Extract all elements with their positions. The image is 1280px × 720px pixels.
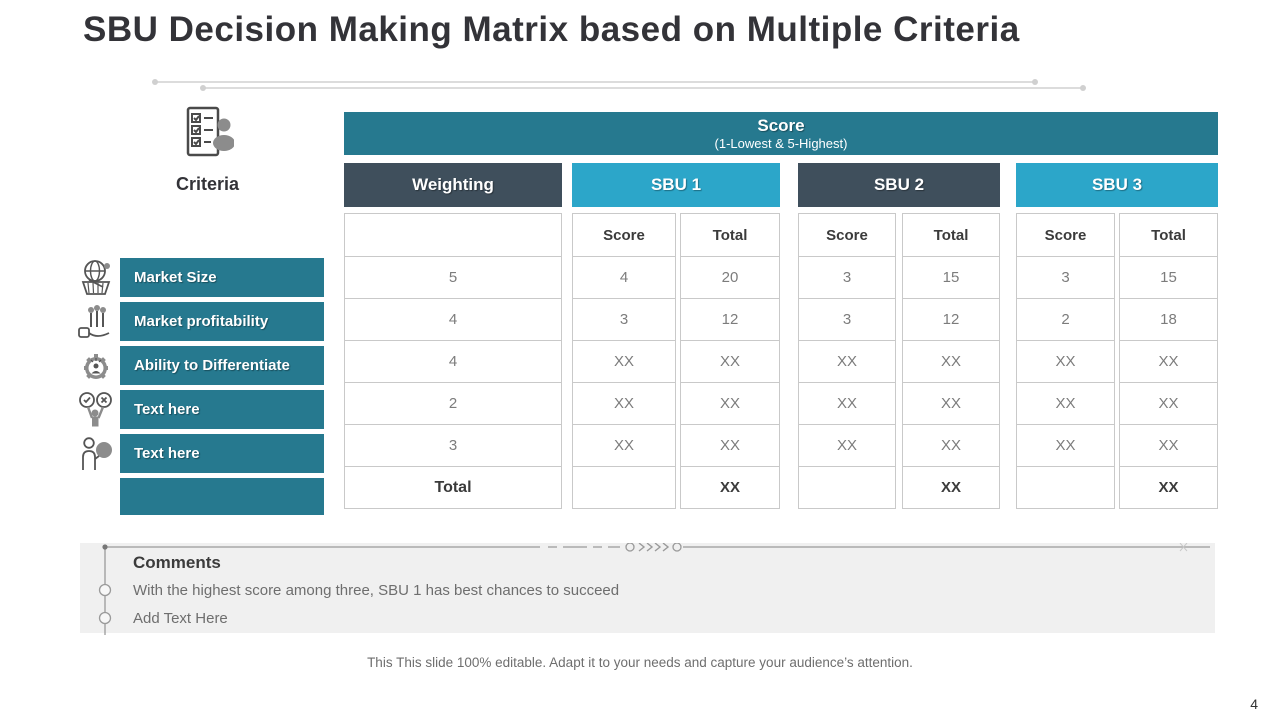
matrix-cell[interactable]: XX bbox=[680, 340, 780, 383]
criteria-row-empty bbox=[120, 478, 324, 515]
total-label-cell: Total bbox=[344, 466, 562, 509]
matrix-cell[interactable] bbox=[572, 466, 676, 509]
page-number: 4 bbox=[1250, 696, 1258, 712]
subheader-cell: Score bbox=[572, 213, 676, 257]
matrix-cell[interactable]: 3 bbox=[344, 424, 562, 467]
sbu2-header: SBU 2 bbox=[798, 163, 1000, 207]
comments-heading: Comments bbox=[133, 553, 221, 572]
criteria-heading: Criteria bbox=[175, 174, 240, 194]
matrix-cell[interactable]: XX bbox=[572, 340, 676, 383]
matrix-cell[interactable]: XX bbox=[1119, 424, 1218, 467]
page-title: SBU Decision Making Matrix based on Mult… bbox=[83, 10, 1020, 49]
criteria-row-label[interactable]: Text here bbox=[134, 445, 200, 462]
comment-item[interactable]: Add Text Here bbox=[133, 610, 228, 627]
matrix-cell[interactable]: 3 bbox=[798, 256, 896, 299]
matrix-cell[interactable]: XX bbox=[902, 340, 1000, 383]
subheader-row: Score Total Score Total Score Total bbox=[344, 213, 1218, 257]
criteria-row-label: Market Size bbox=[134, 269, 217, 286]
matrix-cell[interactable]: XX bbox=[1119, 466, 1218, 509]
matrix-cell[interactable]: XX bbox=[902, 424, 1000, 467]
matrix-cell[interactable]: 4 bbox=[344, 340, 562, 383]
subheader-cell: Score bbox=[1016, 213, 1115, 257]
subheader-cell: Total bbox=[902, 213, 1000, 257]
table-row: 3 XX XX XX XX XX XX bbox=[344, 424, 1218, 467]
matrix-cell[interactable]: XX bbox=[798, 382, 896, 425]
criteria-row-ability-to-differentiate: Ability to Differentiate bbox=[120, 346, 324, 385]
matrix-cell[interactable]: 15 bbox=[902, 256, 1000, 299]
matrix-cell[interactable]: 5 bbox=[344, 256, 562, 299]
matrix-cell[interactable]: XX bbox=[1016, 382, 1115, 425]
matrix-cell[interactable]: 4 bbox=[572, 256, 676, 299]
column-header-row: Weighting SBU 1 SBU 2 SBU 3 bbox=[344, 163, 1218, 207]
matrix-cell[interactable]: 3 bbox=[1016, 256, 1115, 299]
matrix-cell[interactable]: XX bbox=[1119, 340, 1218, 383]
score-banner-subtitle: (1-Lowest & 5-Highest) bbox=[714, 136, 848, 151]
matrix-cell[interactable]: XX bbox=[1016, 340, 1115, 383]
criteria-checklist-icon bbox=[182, 106, 235, 167]
comment-item: With the highest score among three, SBU … bbox=[133, 582, 620, 599]
matrix-cell[interactable]: 2 bbox=[344, 382, 562, 425]
matrix-cell[interactable] bbox=[798, 466, 896, 509]
matrix-cell[interactable]: 15 bbox=[1119, 256, 1218, 299]
decorative-line bbox=[200, 85, 1086, 91]
matrix-cell[interactable]: XX bbox=[902, 466, 1000, 509]
footer-note: This This slide 100% editable. Adapt it … bbox=[367, 655, 913, 670]
subheader-cell: Total bbox=[680, 213, 780, 257]
criteria-row-label[interactable]: Text here bbox=[134, 401, 200, 418]
matrix-cell[interactable]: 12 bbox=[902, 298, 1000, 341]
decision-matrix-table: Score (1-Lowest & 5-Highest) Weighting S… bbox=[344, 112, 1218, 512]
matrix-cell[interactable]: XX bbox=[1016, 424, 1115, 467]
matrix-cell[interactable]: XX bbox=[572, 424, 676, 467]
criteria-row-market-size: Market Size bbox=[120, 258, 324, 297]
matrix-cell[interactable]: 20 bbox=[680, 256, 780, 299]
matrix-cell[interactable]: XX bbox=[680, 424, 780, 467]
matrix-cell[interactable]: XX bbox=[902, 382, 1000, 425]
decorative-line bbox=[152, 79, 1038, 85]
comments-decoration bbox=[98, 543, 1210, 635]
comments-panel: Comments With the highest score among th… bbox=[80, 543, 1215, 635]
market-profitability-icon bbox=[76, 302, 116, 341]
score-banner: Score (1-Lowest & 5-Highest) bbox=[344, 112, 1218, 155]
criteria-row-market-profitability: Market profitability bbox=[120, 302, 324, 341]
subheader-cell: Score bbox=[798, 213, 896, 257]
table-row: 2 XX XX XX XX XX XX bbox=[344, 382, 1218, 425]
subheader-cell: Total bbox=[1119, 213, 1218, 257]
discussion-person-icon bbox=[76, 434, 116, 473]
matrix-cell[interactable]: XX bbox=[798, 424, 896, 467]
matrix-cell[interactable]: XX bbox=[572, 382, 676, 425]
sbu1-header: SBU 1 bbox=[572, 163, 780, 207]
criteria-row-label: Market profitability bbox=[134, 313, 269, 330]
criteria-row-label: Ability to Differentiate bbox=[134, 357, 290, 374]
matrix-cell[interactable]: XX bbox=[1119, 382, 1218, 425]
table-row: 5 4 20 3 15 3 15 bbox=[344, 256, 1218, 299]
matrix-cell[interactable]: XX bbox=[680, 466, 780, 509]
criteria-row-text-here-2[interactable]: Text here bbox=[120, 434, 324, 473]
weighting-header: Weighting bbox=[344, 163, 562, 207]
matrix-cell[interactable]: 18 bbox=[1119, 298, 1218, 341]
total-row: Total XX XX XX bbox=[344, 466, 1218, 509]
subheader-cell bbox=[344, 213, 562, 257]
market-size-icon bbox=[76, 258, 116, 297]
criteria-block: Criteria bbox=[150, 105, 265, 195]
score-banner-title: Score bbox=[757, 115, 805, 135]
matrix-cell[interactable] bbox=[1016, 466, 1115, 509]
sbu3-header: SBU 3 bbox=[1016, 163, 1218, 207]
matrix-cell[interactable]: 3 bbox=[572, 298, 676, 341]
table-row: 4 3 12 3 12 2 18 bbox=[344, 298, 1218, 341]
matrix-cell[interactable]: 3 bbox=[798, 298, 896, 341]
matrix-cell[interactable]: XX bbox=[680, 382, 780, 425]
approval-person-icon bbox=[76, 390, 116, 429]
matrix-cell[interactable]: 4 bbox=[344, 298, 562, 341]
matrix-cell[interactable]: 12 bbox=[680, 298, 780, 341]
matrix-cell[interactable]: 2 bbox=[1016, 298, 1115, 341]
ability-to-differentiate-icon bbox=[76, 346, 116, 385]
criteria-row-text-here-1[interactable]: Text here bbox=[120, 390, 324, 429]
table-row: 4 XX XX XX XX XX XX bbox=[344, 340, 1218, 383]
matrix-cell[interactable]: XX bbox=[798, 340, 896, 383]
